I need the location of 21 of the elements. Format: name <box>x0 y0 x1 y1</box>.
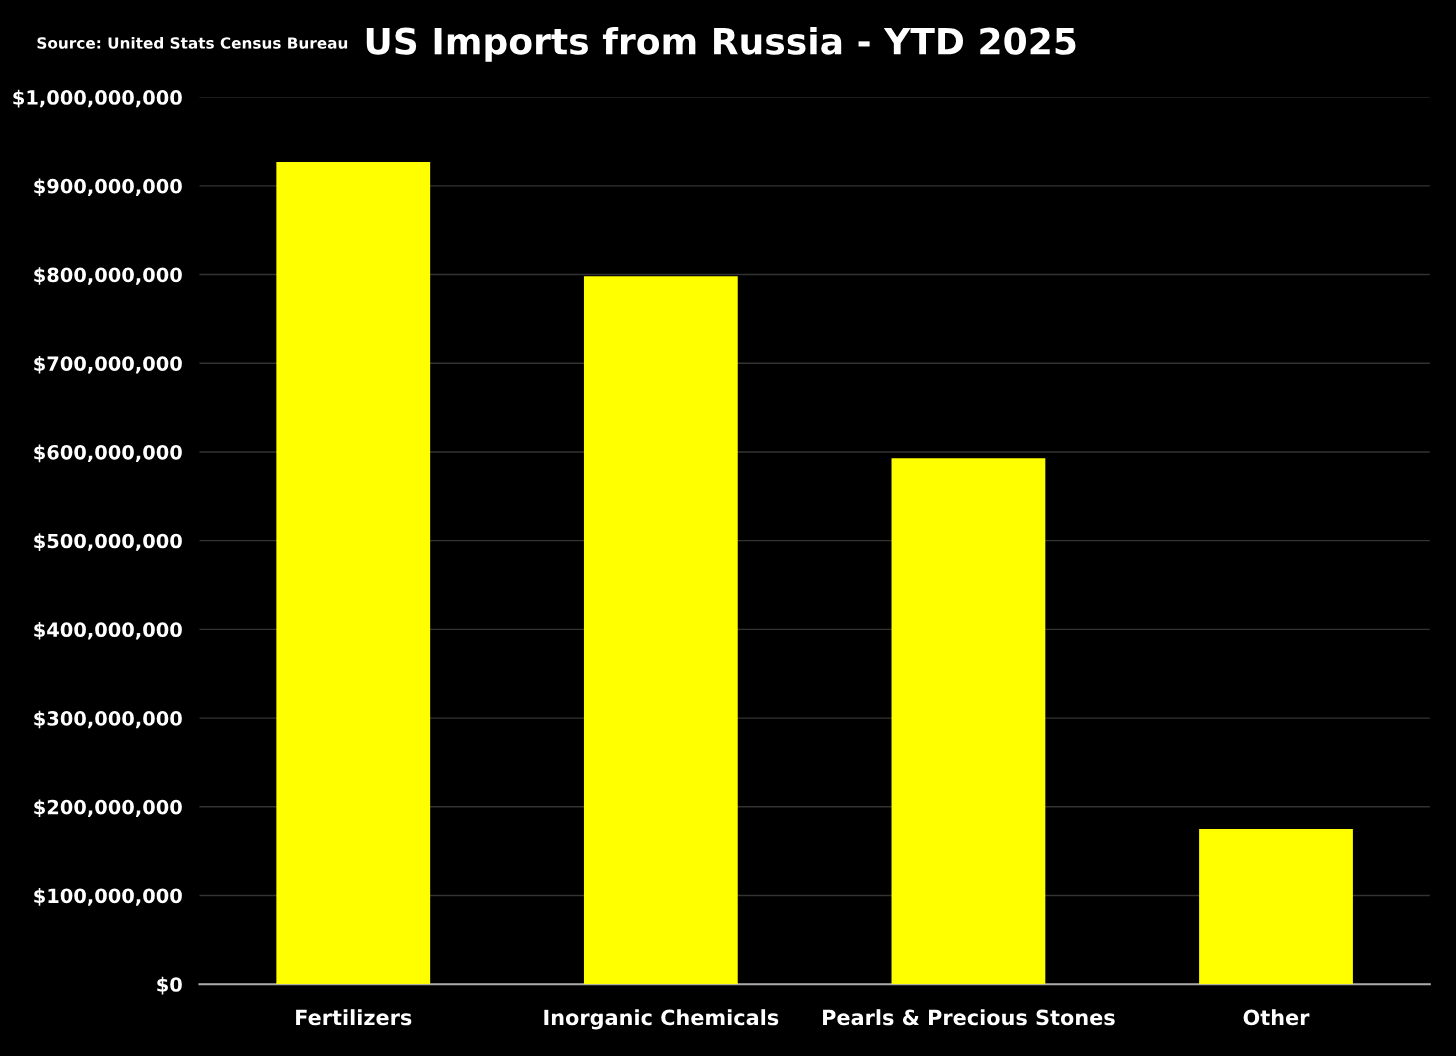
bar <box>276 161 431 985</box>
x-tick-label: Inorganic Chemicals <box>544 1009 779 1030</box>
y-tick-label: $200,000,000 <box>34 799 182 818</box>
x-tick-label: Other <box>1243 1009 1310 1026</box>
y-tick-label: $500,000,000 <box>34 533 182 551</box>
bar <box>1199 828 1353 985</box>
y-tick-label: $1,000,000,000 <box>13 89 182 108</box>
bar <box>583 276 738 985</box>
y-tick-label: $600,000,000 <box>34 444 182 463</box>
y-tick-label: $0 <box>157 976 182 995</box>
bar <box>891 458 1046 985</box>
y-tick-label: $700,000,000 <box>34 355 182 374</box>
chart-title: US Imports from Russia - YTD 2025 <box>366 26 1076 62</box>
y-tick-label: $100,000,000 <box>34 888 182 906</box>
y-tick-label: $400,000,000 <box>34 621 182 640</box>
y-tick-label: $800,000,000 <box>34 267 182 285</box>
y-tick-label: $900,000,000 <box>34 178 182 197</box>
x-tick-label: Fertilizers <box>296 1009 412 1026</box>
source-note: Source: United Stats Census Bureau <box>37 36 348 49</box>
y-tick-label: $300,000,000 <box>34 710 182 729</box>
x-tick-label: Pearls & Precious Stones <box>823 1009 1115 1026</box>
